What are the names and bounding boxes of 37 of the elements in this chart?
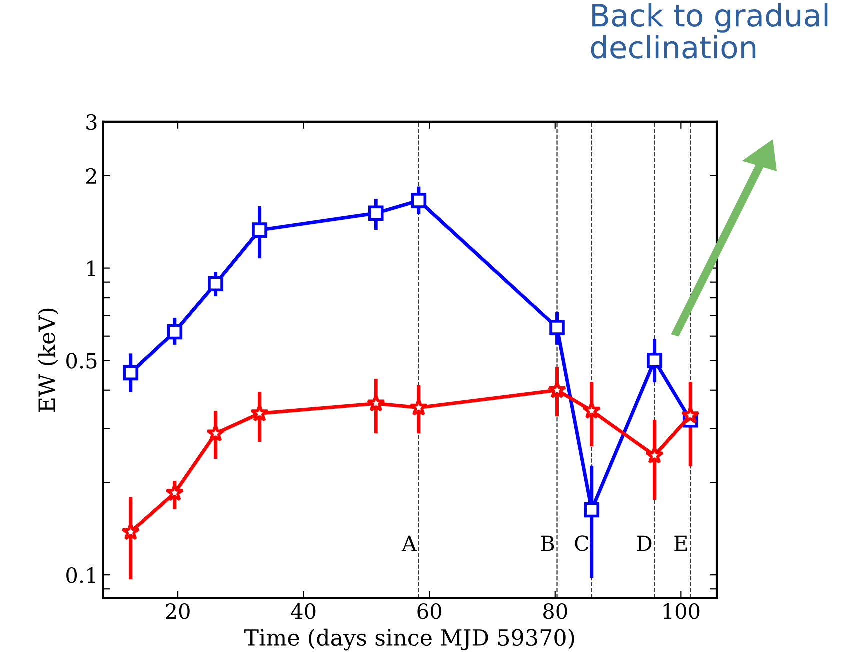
point — [410, 398, 428, 416]
point — [366, 394, 386, 412]
point — [166, 483, 184, 502]
x-tick-label: 60 — [418, 604, 442, 620]
x-axis-title: Time (days since MJD 59370) — [244, 628, 574, 651]
text: Back to gradual declination — [591, 3, 828, 59]
ref-line-label: C — [575, 536, 589, 552]
ref-line-label: A — [402, 536, 418, 552]
point — [368, 206, 384, 222]
y-tick-label: 0.5 — [66, 353, 97, 369]
point — [208, 276, 224, 292]
point — [122, 522, 140, 540]
point — [411, 193, 427, 208]
y-axis-title: EW (keV) — [38, 308, 58, 412]
point — [167, 324, 183, 340]
x-tick-label: 80 — [544, 604, 568, 620]
point — [647, 353, 662, 368]
ref-line-label: E — [674, 536, 688, 552]
x-tick-label: 20 — [166, 604, 190, 620]
point — [645, 446, 664, 464]
point — [681, 406, 700, 424]
ref-line-label: D — [637, 536, 652, 552]
point — [548, 380, 567, 399]
point — [250, 404, 270, 422]
point — [550, 320, 565, 336]
point — [123, 365, 138, 381]
y-tick-label: 2 — [86, 168, 96, 184]
point — [252, 222, 268, 238]
y-tick-label: 3 — [86, 114, 97, 130]
point — [582, 401, 602, 419]
point — [584, 502, 600, 518]
y-tick-label: 1 — [88, 260, 96, 276]
y-tick-label: 0.1 — [66, 568, 96, 584]
x-tick-label: 100 — [664, 604, 700, 620]
point — [206, 424, 226, 442]
ref-line-label: B — [541, 536, 554, 552]
x-tick-label: 40 — [291, 604, 316, 620]
